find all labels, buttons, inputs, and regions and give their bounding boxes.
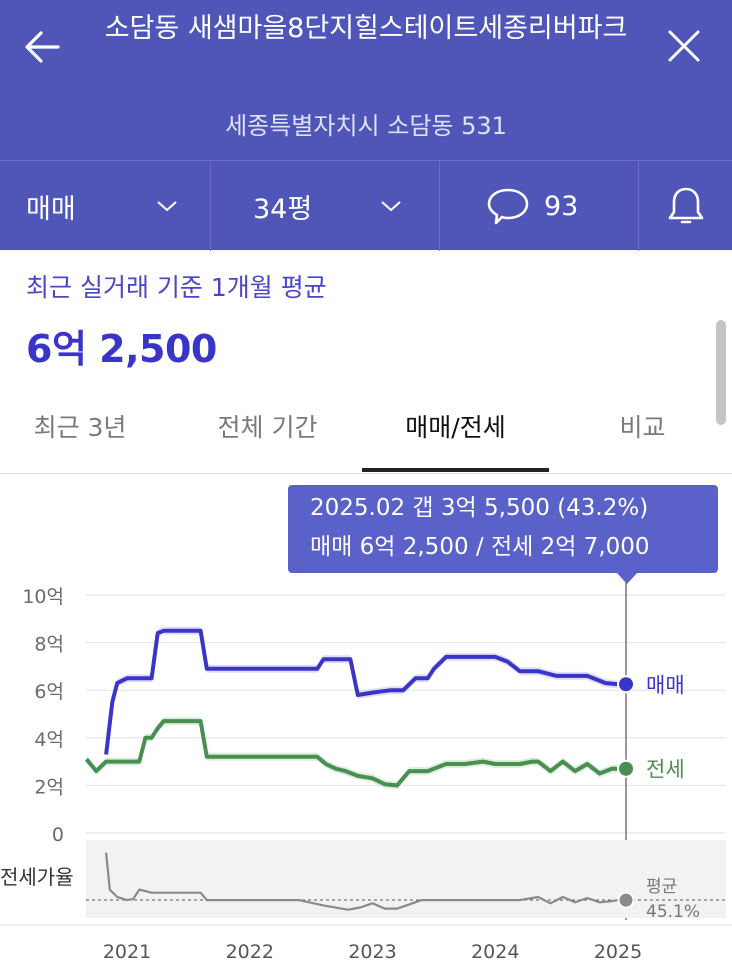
ratio-average-label: 평균	[646, 877, 677, 897]
jeonse-range-band	[86, 717, 618, 790]
jeonse-line	[84, 719, 618, 788]
y-tick-label: 10억	[22, 586, 64, 608]
sale-series-label: 매매	[646, 673, 685, 697]
x-tick-label: 2022	[226, 941, 274, 963]
arrow-left-icon[interactable]	[22, 26, 64, 68]
period-tabs: 최근 3년 전체 기간 매매/전세 비교	[0, 390, 732, 474]
comments-button[interactable]: 93	[440, 161, 638, 251]
chevron-down-icon	[157, 201, 177, 212]
address-text: 세종특별자치시 소담동 531	[225, 112, 507, 140]
x-tick-label: 2023	[348, 941, 396, 963]
chart-tooltip: 2025.02 갭 3억 5,500 (43.2%) 매매 6억 2,500 /…	[288, 485, 718, 573]
size-select[interactable]: 34평	[211, 161, 439, 251]
tooltip-line-gap: 2025.02 갭 3억 5,500 (43.2%)	[310, 495, 649, 521]
price-chart[interactable]: 10억 8억 6억 4억 2억 0 2021 2022 2023 2024 2025 매매전세전세가율…	[0, 580, 732, 978]
page-title: 소담동 새샘마을8단지힐스테이트세종리버파크	[104, 13, 628, 44]
app-header: 소담동 새샘마을8단지힐스테이트세종리버파크 세종특별자치시 소담동 531	[0, 0, 732, 160]
chat-bubble-icon	[487, 188, 529, 225]
jeonse-end-point[interactable]	[617, 759, 635, 778]
tab-sale-jeonse[interactable]: 매매/전세	[405, 413, 506, 442]
y-tick-label: 4억	[34, 729, 64, 751]
scrollbar[interactable]	[716, 320, 726, 425]
chevron-down-icon	[381, 201, 401, 212]
tab-recent-3y[interactable]: 최근 3년	[33, 413, 127, 442]
tab-all-period[interactable]: 전체 기간	[217, 413, 318, 442]
x-tick-label: 2024	[471, 941, 519, 963]
average-label: 최근 실거래 기준 1개월 평균	[26, 273, 327, 302]
ratio-end-point[interactable]	[617, 891, 635, 909]
sale-line	[104, 628, 619, 755]
x-tick-label: 2025	[594, 941, 642, 963]
y-tick-label: 8억	[34, 634, 64, 656]
alarm-button[interactable]	[639, 161, 732, 251]
comment-count: 93	[544, 190, 579, 222]
ratio-average-value: 45.1%	[646, 902, 700, 922]
ratio-axis-label: 전세가율	[0, 865, 74, 889]
tooltip-line-prices: 매매 6억 2,500 / 전세 2억 7,000	[310, 534, 650, 560]
filter-bar: 매매 34평 93	[0, 160, 732, 251]
size-value: 34평	[253, 193, 313, 225]
close-icon[interactable]	[666, 28, 702, 64]
sale-end-point[interactable]	[617, 675, 635, 694]
jeonse-series-label: 전세	[646, 758, 685, 782]
tab-indicator	[362, 468, 549, 472]
x-tick-label: 2021	[103, 941, 151, 963]
bell-icon	[668, 187, 704, 224]
y-tick-label: 2억	[34, 776, 64, 798]
deal-type-value: 매매	[26, 193, 76, 225]
deal-type-select[interactable]: 매매	[0, 161, 210, 251]
tooltip-tail	[616, 572, 638, 584]
y-tick-label: 0	[52, 824, 64, 846]
tab-compare[interactable]: 비교	[619, 413, 666, 442]
average-price: 6억 2,500	[26, 327, 217, 371]
y-tick-label: 6억	[34, 681, 64, 703]
ratio-line	[105, 852, 619, 911]
